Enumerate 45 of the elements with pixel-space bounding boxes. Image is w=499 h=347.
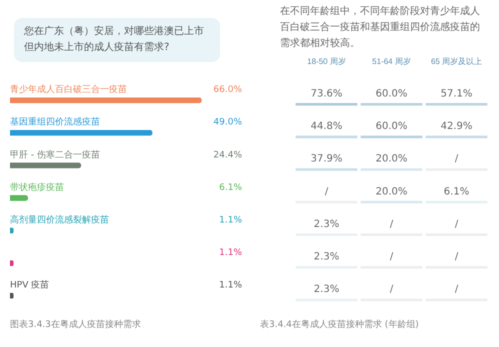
data-label: 1.1% xyxy=(219,280,242,291)
data-label: 2.3% xyxy=(314,251,340,262)
text: / xyxy=(454,154,458,165)
data-label: 66.0% xyxy=(213,85,242,96)
x-tick-label: 51-64 周岁 xyxy=(372,57,411,66)
data-label: 49.0% xyxy=(213,118,242,128)
data-label: 6.1% xyxy=(219,182,242,193)
category-label: 高剂量四价流感裂解疫苗 xyxy=(10,215,109,226)
data-label: 37.9% xyxy=(310,154,342,165)
chart-title: 您在广东（粤）安居，对哪些港澳已上市但内地未上市的成人疫苗有需求? xyxy=(14,18,220,62)
x-tick-label: 65 周岁及以上 xyxy=(430,57,482,66)
category-label: HPV 疫苗 xyxy=(10,280,50,291)
text: / xyxy=(390,284,394,296)
data-label: 73.6% xyxy=(310,88,342,100)
data-label: 6.1% xyxy=(444,186,470,198)
x-tick-label: 18-50 周岁 xyxy=(307,57,346,66)
category-label: 带状疱疹疫苗 xyxy=(10,182,64,193)
text: / xyxy=(454,251,458,262)
bar xyxy=(10,130,152,136)
bar xyxy=(10,162,82,168)
category-label: 青少年成人百白破三合一疫苗 xyxy=(10,85,127,96)
data-label: 42.9% xyxy=(440,121,472,132)
text: / xyxy=(390,251,394,262)
data-label: 1.1% xyxy=(219,248,242,258)
text: 表3.4.4在粤成人疫苗接种需求 (年龄组) xyxy=(260,318,419,331)
data-label: 2.3% xyxy=(314,284,340,296)
text: / xyxy=(390,218,394,230)
text: / xyxy=(454,218,458,230)
data-label: 44.8% xyxy=(310,121,342,132)
data-label: 24.4% xyxy=(213,150,242,160)
category-label: 甲肝 - 伤寒二合一疫苗 xyxy=(10,150,100,160)
bar xyxy=(10,97,202,104)
chart-title: 在不同年龄组中，不同年龄阶段对青少年成人百白破三合一疫苗和基因重组四价流感疫苗的需求都相对较高。 xyxy=(280,4,481,51)
data-label: 20.0% xyxy=(376,186,408,198)
data-label: 1.1% xyxy=(219,215,242,226)
data-label: 20.0% xyxy=(376,154,408,165)
data-label: 60.0% xyxy=(376,121,408,132)
data-label: 2.3% xyxy=(314,218,340,230)
text: 图表3.4.3在粤成人疫苗接种需求 xyxy=(10,318,141,331)
bar xyxy=(10,195,28,201)
category-label: 基因重组四价流感疫苗 xyxy=(10,118,100,128)
text: / xyxy=(454,284,458,296)
data-label: 60.0% xyxy=(376,88,408,100)
data-label: 57.1% xyxy=(440,88,472,100)
text: / xyxy=(324,186,328,198)
